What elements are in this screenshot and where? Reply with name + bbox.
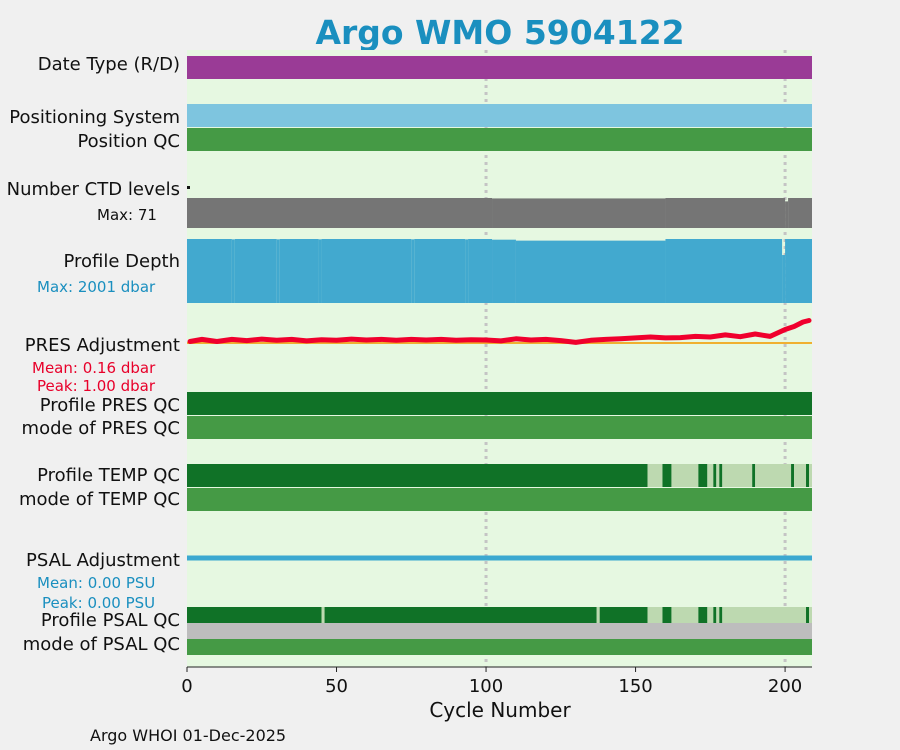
position_qc-segment-0: [187, 128, 812, 151]
depth-max-label: Max: 2001 dbar: [37, 278, 156, 296]
label-profile-depth: Profile Depth: [63, 251, 180, 272]
profile-depth-bar-5: [318, 239, 322, 303]
label-position-qc: Position QC: [77, 131, 180, 152]
profile-depth-bar-12: [515, 240, 666, 303]
label-mode-psal-qc: mode of PSAL QC: [23, 634, 180, 655]
profile_temp_qc-segment-3: [671, 464, 699, 487]
psal_band-segment-0: [187, 623, 812, 639]
ctd-levels-bar-0: [187, 198, 493, 228]
profile-depth-bar-9: [465, 239, 469, 303]
x-tick-label-100: 100: [469, 676, 503, 697]
profile_psal_qc-segment-13: [722, 607, 807, 623]
label-positioning-system: Positioning System: [9, 107, 180, 128]
bars-layer: [187, 56, 812, 655]
psal-peak-label: Peak: 0.00 PSU: [42, 594, 155, 612]
ctd-levels-bar-1: [492, 198, 666, 228]
label-ctd-levels: Number CTD levels: [7, 179, 180, 200]
x-tick-label-0: 0: [181, 676, 192, 697]
profile_psal_qc-segment-7: [671, 607, 699, 623]
positioning_system-segment-0: [187, 104, 812, 127]
profile-depth-bar-2: [234, 239, 277, 303]
ctd-levels-bar-3: [785, 201, 789, 228]
mode_psal_qc-segment-0: [187, 639, 812, 655]
profile_psal_qc-segment-15: [809, 607, 812, 623]
footer-text: Argo WHOI 01-Dec-2025: [90, 726, 286, 745]
x-axis: 0 50 100 150 200: [181, 666, 812, 697]
pres-adjustment-line: [187, 318, 812, 345]
profile_temp_qc-segment-14: [806, 464, 810, 487]
profile_temp_qc-segment-5: [707, 464, 714, 487]
chart-title: Argo WMO 5904122: [315, 13, 684, 52]
profile_temp_qc-segment-13: [794, 464, 807, 487]
profile-depth-bar-10: [468, 239, 493, 303]
profile-depth-bar-14: [782, 255, 786, 303]
profile_temp_qc-segment-9: [722, 464, 753, 487]
ctd-levels-bar-2: [665, 198, 786, 228]
profile_temp_qc-segment-15: [809, 464, 812, 487]
profile_temp_qc-segment-6: [713, 464, 717, 487]
pres-peak-label: Peak: 1.00 dbar: [37, 377, 156, 395]
profile-depth-bar-7: [411, 239, 415, 303]
profile-depth-bar-4: [279, 239, 319, 303]
lines-layer: [187, 318, 812, 561]
profile-depth-bar-3: [276, 239, 280, 303]
label-psal-adjustment: PSAL Adjustment: [26, 550, 180, 571]
profile_psal_qc-segment-3: [596, 607, 600, 623]
profile_psal_qc-segment-6: [662, 607, 672, 623]
label-mode-pres-qc: mode of PRES QC: [22, 418, 180, 439]
x-axis-label: Cycle Number: [429, 698, 571, 722]
mode_temp_qc-segment-0: [187, 488, 812, 511]
profile-depth-bar-0: [187, 239, 232, 303]
row-labels: Date Type (R/D) Positioning System Posit…: [7, 54, 180, 655]
profile_temp_qc-segment-2: [662, 464, 672, 487]
profile_psal_qc-segment-10: [713, 607, 717, 623]
profile-depth-bar-6: [321, 239, 412, 303]
profile_temp_qc-segment-1: [647, 464, 663, 487]
mode_pres_qc-segment-0: [187, 416, 812, 439]
x-tick-label-150: 150: [618, 676, 652, 697]
profile_psal_qc-segment-8: [698, 607, 708, 623]
label-profile-temp-qc: Profile TEMP QC: [37, 465, 180, 486]
profile_psal_qc-segment-11: [716, 607, 720, 623]
profile_psal_qc-segment-12: [719, 607, 723, 623]
label-mode-temp-qc: mode of TEMP QC: [19, 489, 180, 510]
profile_temp_qc-segment-10: [752, 464, 756, 487]
ctd-max-label: Max: 71: [97, 206, 157, 224]
profile_psal_qc-segment-1: [321, 607, 325, 623]
label-pres-adjustment: PRES Adjustment: [25, 335, 180, 356]
profile-depth-bar-11: [492, 239, 516, 303]
profile_psal_qc-segment-9: [707, 607, 714, 623]
ctd-levels-marker: [187, 186, 190, 189]
profile_pres_qc-segment-0: [187, 392, 812, 415]
gridlines: [484, 50, 787, 667]
profile_psal_qc-segment-2: [324, 607, 597, 623]
plot-background: [187, 50, 812, 667]
profile-depth-bar-13: [665, 239, 783, 303]
x-tick-label-200: 200: [768, 676, 802, 697]
profile_temp_qc-segment-7: [716, 464, 720, 487]
label-profile-psal-qc: Profile PSAL QC: [41, 610, 180, 631]
pres-mean-label: Mean: 0.16 dbar: [32, 359, 156, 377]
profile_temp_qc-segment-4: [698, 464, 708, 487]
date_type-segment-0: [187, 56, 812, 79]
profile-depth-bar-15: [785, 239, 812, 303]
profile_psal_qc-segment-14: [806, 607, 810, 623]
profile_psal_qc-segment-0: [187, 607, 322, 623]
profile-depth-bar-8: [414, 239, 466, 303]
profile-depth-bar-1: [231, 239, 235, 303]
profile_temp_qc-segment-0: [187, 464, 648, 487]
label-date-type: Date Type (R/D): [38, 54, 180, 75]
profile_temp_qc-segment-12: [791, 464, 795, 487]
label-profile-pres-qc: Profile PRES QC: [40, 395, 180, 416]
psal-mean-label: Mean: 0.00 PSU: [37, 574, 155, 592]
profile_psal_qc-segment-4: [599, 607, 648, 623]
x-tick-label-50: 50: [325, 676, 348, 697]
profile_psal_qc-segment-5: [647, 607, 663, 623]
ctd-levels-bar-4: [788, 198, 812, 228]
profile_temp_qc-segment-8: [719, 464, 723, 487]
profile_temp_qc-segment-11: [755, 464, 792, 487]
